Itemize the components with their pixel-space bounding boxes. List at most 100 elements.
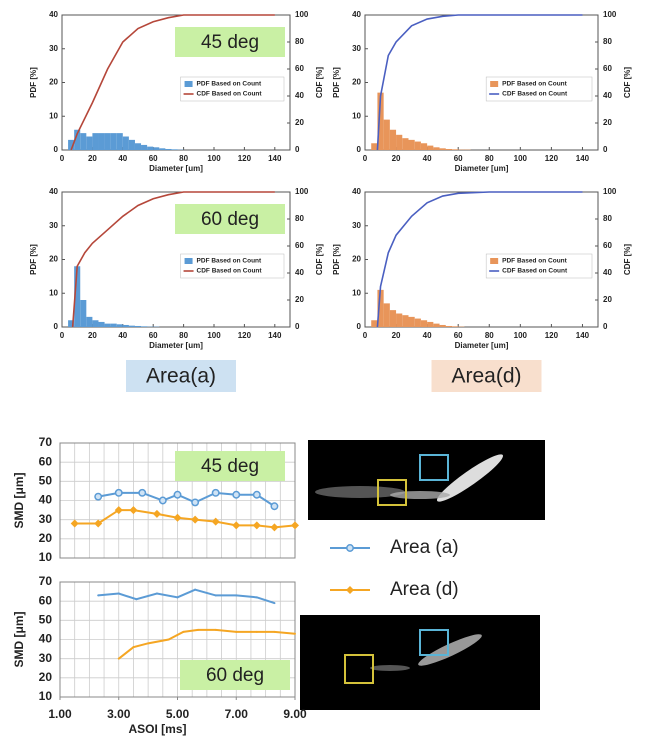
y2-tick-label: 40 [603, 268, 612, 277]
y2-tick-label: 0 [295, 322, 300, 331]
y-tick-label: 20 [49, 78, 58, 87]
y-axis-label: SMD [μm] [12, 611, 26, 667]
y-tick-label: 20 [49, 255, 58, 264]
spray-plume [370, 665, 410, 671]
y2-tick-label: 20 [295, 118, 304, 127]
x-tick-label: 3.00 [107, 707, 131, 721]
spray-plume [418, 634, 482, 666]
marker [232, 521, 241, 530]
x-tick-label: 0 [60, 154, 65, 163]
histogram-bar [153, 147, 160, 150]
annotation-box [180, 660, 290, 690]
legend-box [485, 76, 593, 102]
histogram-bar [451, 326, 459, 327]
caption: Area(a) [146, 365, 216, 388]
plot-frame [59, 442, 296, 559]
histogram-bar [371, 143, 378, 150]
x-axis-label: Diameter [um] [149, 341, 203, 350]
x-tick-label: 60 [149, 154, 158, 163]
y2-tick-label: 40 [295, 91, 304, 100]
histogram-bar [396, 134, 403, 150]
histogram-bar [408, 316, 415, 327]
y-tick-label: 40 [49, 10, 58, 19]
camera-image-45 [308, 440, 545, 520]
y2-tick-label: 80 [603, 37, 612, 46]
legend-label: Area (d) [390, 579, 459, 600]
caption-box [126, 360, 236, 392]
histogram-bar [134, 325, 142, 327]
marker [114, 506, 123, 515]
x-tick-label: 0 [60, 331, 65, 340]
histogram-bar [420, 320, 428, 327]
y-axis-label: PDF [%] [29, 67, 38, 98]
y-tick-label: 40 [39, 493, 53, 507]
point [255, 596, 258, 599]
histogram-bar [383, 119, 390, 150]
legend-swatch [184, 81, 193, 87]
marker [70, 519, 79, 528]
y2-tick-label: 60 [295, 64, 304, 73]
y-tick-label: 60 [39, 593, 53, 607]
y-tick-label: 30 [39, 651, 53, 665]
x-tick-label: 140 [576, 331, 590, 340]
point [235, 594, 238, 597]
histogram-bar [104, 133, 111, 150]
histogram-bar [98, 133, 105, 150]
x-tick-label: 20 [392, 331, 401, 340]
legend-label: CDF Based on Count [197, 268, 263, 275]
y-tick-label: 20 [352, 255, 361, 264]
legend-box [180, 253, 285, 279]
annotation: 45 deg [201, 32, 259, 53]
y2-axis-label: CDF [%] [315, 67, 324, 98]
histogram-bar [408, 139, 415, 150]
y-tick-label: 0 [54, 322, 59, 331]
y-tick-label: 10 [49, 288, 58, 297]
y2-tick-label: 60 [295, 241, 304, 250]
histogram-bar [74, 266, 81, 327]
legend-label: PDF Based on Count [502, 258, 567, 265]
histogram-bar [427, 145, 434, 150]
legend-label: CDF Based on Count [197, 91, 263, 98]
x-tick-label: 7.00 [225, 707, 249, 721]
point [182, 630, 185, 633]
x-tick-label: 120 [545, 331, 559, 340]
histogram-bar [128, 139, 135, 150]
marker [94, 492, 103, 501]
marker [252, 521, 261, 530]
marker [211, 488, 220, 497]
y-tick-label: 60 [39, 454, 53, 468]
y-tick-label: 30 [352, 44, 361, 53]
legend-swatch [184, 258, 193, 264]
x-tick-label: 20 [88, 154, 97, 163]
y-tick-label: 40 [352, 187, 361, 196]
area-box [419, 629, 449, 656]
histogram-bar [68, 320, 75, 327]
y2-tick-label: 80 [295, 37, 304, 46]
x-axis-label: Diameter [um] [149, 164, 203, 173]
histogram-bar [445, 325, 452, 327]
histogram-bar [433, 323, 440, 327]
point [155, 592, 158, 595]
legend-box [485, 253, 593, 279]
legend-swatch [490, 258, 499, 264]
point [273, 630, 276, 633]
histogram-bar [439, 324, 446, 327]
spray-plume [436, 454, 504, 502]
point [235, 630, 238, 633]
y2-tick-label: 40 [295, 268, 304, 277]
histogram-bar [445, 148, 452, 150]
marker [291, 521, 299, 530]
histogram-bar [92, 320, 99, 327]
y2-tick-label: 60 [603, 241, 612, 250]
histogram-bar [68, 139, 75, 150]
marker [252, 490, 261, 499]
y2-tick-label: 20 [295, 295, 304, 304]
x-tick-label: 40 [118, 154, 127, 163]
y2-axis-label: CDF [%] [315, 244, 324, 275]
y-tick-label: 20 [39, 670, 53, 684]
x-axis-label: Diameter [um] [455, 341, 509, 350]
x-tick-label: 100 [207, 331, 221, 340]
legend-swatch [490, 81, 499, 87]
y-tick-label: 10 [49, 111, 58, 120]
